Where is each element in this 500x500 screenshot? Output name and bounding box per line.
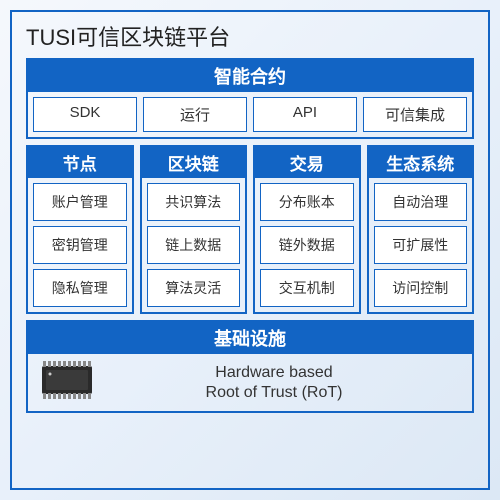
section-header-smart-contract: 智能合约 [28,60,472,92]
cell-sdk: SDK [33,97,137,132]
cell-consensus: 共识算法 [147,183,241,221]
section-smart-contract: 智能合约 SDK 运行 API 可信集成 [26,58,474,139]
cell-interact: 交互机制 [260,269,354,307]
pillar-node: 节点 账户管理 密钥管理 隐私管理 [26,145,134,314]
cell-onchain-data: 链上数据 [147,226,241,264]
pillar-ecosystem: 生态系统 自动治理 可扩展性 访问控制 [367,145,475,314]
cell-offchain-data: 链外数据 [260,226,354,264]
cell-privacy-mgmt: 隐私管理 [33,269,127,307]
cell-trusted-integration: 可信集成 [363,97,467,132]
pillar-blockchain: 区块链 共识算法 链上数据 算法灵活 [140,145,248,314]
chip-icon [36,358,98,407]
smart-contract-row: SDK 运行 API 可信集成 [28,92,472,137]
page-title: TUSI可信区块链平台 [26,20,474,52]
infrastructure-body: Hardware based Root of Trust (RoT) [28,354,472,411]
section-infrastructure: 基础设施 [26,320,474,413]
pillar-header-ecosystem: 生态系统 [369,147,473,178]
pillar-transaction: 交易 分布账本 链外数据 交互机制 [253,145,361,314]
cell-auto-governance: 自动治理 [374,183,468,221]
pillar-header-blockchain: 区块链 [142,147,246,178]
infra-line1: Hardware based [106,363,442,383]
platform-frame: TUSI可信区块链平台 智能合约 SDK 运行 API 可信集成 节点 账户管理… [10,10,490,490]
cell-scalability: 可扩展性 [374,226,468,264]
pillar-header-transaction: 交易 [255,147,359,178]
pillar-body-node: 账户管理 密钥管理 隐私管理 [28,178,132,312]
pillars-row: 节点 账户管理 密钥管理 隐私管理 区块链 共识算法 链上数据 算法灵活 交易 … [26,145,474,314]
infrastructure-text: Hardware based Root of Trust (RoT) [106,363,442,403]
pillar-header-node: 节点 [28,147,132,178]
cell-key-mgmt: 密钥管理 [33,226,127,264]
section-header-infrastructure: 基础设施 [28,322,472,354]
cell-api: API [253,97,357,132]
pillar-body-blockchain: 共识算法 链上数据 算法灵活 [142,178,246,312]
pillar-body-ecosystem: 自动治理 可扩展性 访问控制 [369,178,473,312]
pillar-body-transaction: 分布账本 链外数据 交互机制 [255,178,359,312]
infra-line2: Root of Trust (RoT) [106,383,442,403]
cell-dist-ledger: 分布账本 [260,183,354,221]
cell-runtime: 运行 [143,97,247,132]
cell-access-control: 访问控制 [374,269,468,307]
cell-algo-flex: 算法灵活 [147,269,241,307]
cell-account-mgmt: 账户管理 [33,183,127,221]
